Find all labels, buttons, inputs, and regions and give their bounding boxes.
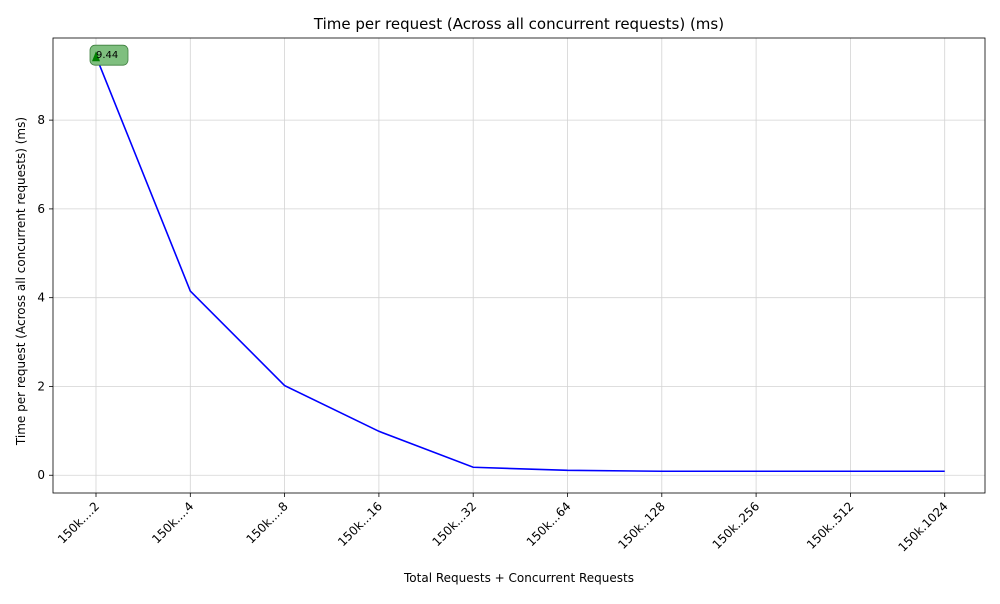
x-tick-label: 150k.1024 (896, 499, 951, 554)
annotation-label: 9.44 (96, 50, 118, 61)
annotation-arrow (92, 51, 100, 62)
plot-frame (52, 37, 986, 494)
x-tick-label: 150k....4 (149, 499, 196, 546)
annotation-layer: 9.44 (89, 44, 129, 66)
x-tick-label: 150k....8 (244, 499, 291, 546)
chart-title: Time per request (Across all concurrent … (313, 15, 724, 33)
y-tick-label: 0 (37, 468, 45, 482)
y-tick-label: 8 (37, 113, 45, 127)
x-tick-label: 150k...16 (335, 499, 385, 549)
x-tick-label: 150k...64 (524, 499, 574, 549)
x-tick-label: 150k..256 (710, 499, 763, 552)
x-tick-label: 150k..128 (615, 499, 668, 552)
x-tick-label: 150k...32 (429, 499, 479, 549)
series-line (95, 55, 945, 473)
gridlines (53, 38, 985, 493)
axes: 150k....2 150k....4 150k....8 150k...16 150k… (37, 37, 986, 555)
y-axis-label: Time per request (Across all concurrent … (14, 117, 28, 446)
series-layer (95, 55, 945, 473)
x-tick-label: 150k....2 (55, 499, 102, 546)
y-tick-label: 6 (37, 202, 45, 216)
y-tick-label: 4 (37, 291, 45, 305)
x-tick-label: 150k..512 (804, 499, 857, 552)
y-tick-label: 2 (37, 379, 45, 393)
x-axis-label: Total Requests + Concurrent Requests (403, 571, 634, 585)
